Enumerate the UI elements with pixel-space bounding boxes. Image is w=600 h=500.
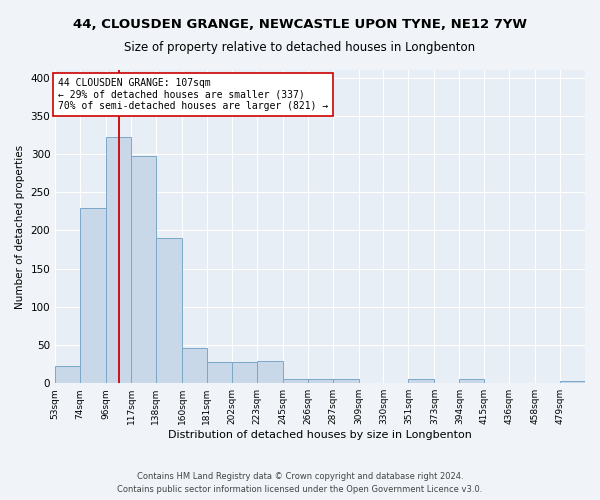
Bar: [409, 380, 434, 383]
Bar: [131, 156, 156, 383]
Bar: [283, 380, 308, 383]
Bar: [55, 366, 80, 383]
Bar: [308, 380, 332, 383]
Text: Size of property relative to detached houses in Longbenton: Size of property relative to detached ho…: [124, 41, 476, 54]
Bar: [460, 380, 484, 383]
Bar: [232, 362, 257, 383]
Bar: [560, 381, 585, 383]
Bar: [156, 238, 182, 383]
Bar: [80, 208, 106, 383]
Bar: [182, 348, 207, 383]
Text: 44, CLOUSDEN GRANGE, NEWCASTLE UPON TYNE, NE12 7YW: 44, CLOUSDEN GRANGE, NEWCASTLE UPON TYNE…: [73, 18, 527, 30]
Bar: [207, 362, 232, 383]
Y-axis label: Number of detached properties: Number of detached properties: [15, 144, 25, 308]
Bar: [332, 380, 359, 383]
Bar: [106, 137, 131, 383]
X-axis label: Distribution of detached houses by size in Longbenton: Distribution of detached houses by size …: [168, 430, 472, 440]
Text: 44 CLOUSDEN GRANGE: 107sqm
← 29% of detached houses are smaller (337)
70% of sem: 44 CLOUSDEN GRANGE: 107sqm ← 29% of deta…: [58, 78, 328, 111]
Text: Contains public sector information licensed under the Open Government Licence v3: Contains public sector information licen…: [118, 485, 482, 494]
Bar: [257, 361, 283, 383]
Text: Contains HM Land Registry data © Crown copyright and database right 2024.: Contains HM Land Registry data © Crown c…: [137, 472, 463, 481]
